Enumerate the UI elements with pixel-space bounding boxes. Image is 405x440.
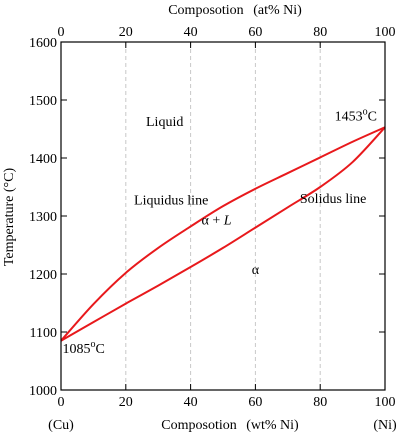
annotation-solidus-line: Solidus line [300,192,367,207]
annotation-α-l: α + L [202,214,232,229]
x-end-label-cu: (Cu) [48,418,74,433]
x2-axis-title-unit: (at% Ni) [253,3,302,18]
x-axis-title-text: Composotion [161,418,236,433]
y-tick-label: 1100 [30,326,57,341]
annotations: Liquid 1453oC Liquidus line Solidus line α +… [63,106,378,357]
grid-lines [125,42,321,390]
x2-axis-title-text: Composotion [168,3,243,18]
axis-ticks [60,41,386,391]
solidus-line-curve [60,126,386,342]
y-tick-label: 1200 [29,268,57,283]
x-tick-label: 40 [184,395,198,410]
x-tick-label: 80 [313,395,327,410]
y-axis-title: Temperature (°C) [2,168,17,267]
y-tick-label: 1600 [29,36,57,51]
annotation-1453: 1453oC [335,106,377,124]
x2-tick-label: 20 [119,25,133,40]
x-end-label-ni: (Ni) [373,418,397,433]
x-axis-title: Composotion (wt% Ni) [161,418,299,433]
x2-tick-label: 60 [248,25,262,40]
liquidus-line-curve [60,126,386,342]
x-tick-label: 60 [248,395,262,410]
x-axis-title-unit: (wt% Ni) [246,418,299,433]
x2-tick-label: 80 [313,25,327,40]
x-tick-label: 0 [58,395,65,410]
x-tick-label: 100 [375,395,396,410]
y-tick-label: 1000 [29,384,57,399]
annotation-liquid: Liquid [146,115,183,130]
x2-axis-title: Composotion (at% Ni) [168,3,302,18]
y-tick-label: 1400 [29,152,57,167]
phase-curves [60,126,386,342]
x2-tick-label: 40 [184,25,198,40]
x2-tick-label: 100 [375,25,396,40]
annotation-1085: 1085oC [63,339,105,357]
tick-labels: 0 20 40 60 80 1000 20 40 60 80 1001000110012001300… [29,25,396,410]
x2-tick-label: 0 [58,25,65,40]
y-tick-label: 1300 [29,210,57,225]
x-tick-label: 20 [119,395,133,410]
y-tick-label: 1500 [29,94,57,109]
annotation-α: α [252,263,260,278]
annotation-liquidus-line: Liquidus line [134,193,208,208]
